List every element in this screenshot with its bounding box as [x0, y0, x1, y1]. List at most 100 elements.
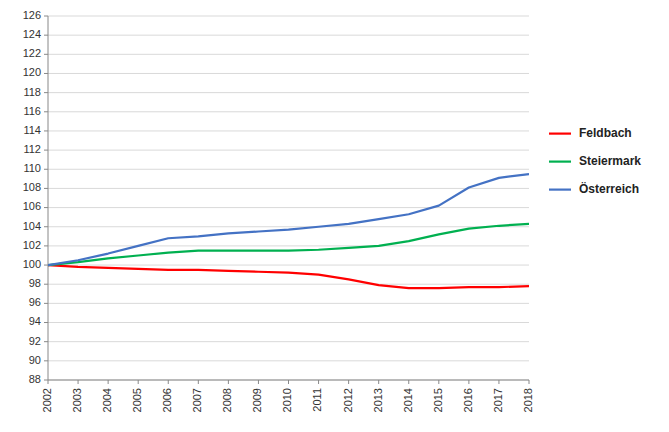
y-tick-label: 100	[23, 258, 41, 270]
y-tick	[44, 130, 48, 131]
y-tick-label: 98	[29, 277, 41, 289]
y-tick-label: 90	[29, 354, 41, 366]
y-tick-label: 116	[23, 105, 41, 117]
x-tick	[258, 380, 259, 384]
grid-line	[48, 92, 529, 93]
y-tick	[44, 169, 48, 170]
grid	[48, 16, 529, 380]
y-tick	[44, 360, 48, 361]
x-tick	[529, 380, 530, 384]
x-tick-label: 2018	[522, 388, 534, 412]
y-tick-label: 96	[29, 296, 41, 308]
y-tick-label: 120	[23, 66, 41, 78]
y-tick	[44, 35, 48, 36]
y-tick-label: 102	[23, 239, 41, 251]
grid-line	[48, 169, 529, 170]
y-tick-label: 110	[23, 162, 41, 174]
x-tick-label: 2006	[161, 388, 173, 412]
y-tick-label: 104	[23, 220, 41, 232]
y-tick-label: 124	[23, 28, 41, 40]
y-tick-label: 122	[23, 47, 41, 59]
legend-swatch	[549, 133, 571, 135]
legend-label: Steiermark	[579, 154, 641, 168]
y-tick-label: 112	[23, 143, 41, 155]
y-tick	[44, 265, 48, 266]
x-tick	[138, 380, 139, 384]
y-tick	[44, 226, 48, 227]
y-tick	[44, 188, 48, 189]
grid-line	[48, 341, 529, 342]
x-tick	[108, 380, 109, 384]
grid-line	[48, 380, 529, 381]
grid-line	[48, 303, 529, 304]
y-tick-label: 114	[23, 124, 41, 136]
x-tick	[228, 380, 229, 384]
legend-label: Feldbach	[579, 126, 632, 140]
x-tick	[198, 380, 199, 384]
y-tick-label: 106	[23, 200, 41, 212]
grid-line	[48, 130, 529, 131]
y-tick-label: 92	[29, 335, 41, 347]
legend-label: Österreich	[579, 181, 639, 196]
y-axis-line	[48, 16, 49, 380]
axes: 8890929496981001021041061081101121141161…	[23, 9, 534, 413]
y-tick-label: 108	[23, 181, 41, 193]
x-tick	[468, 380, 469, 384]
y-tick-label: 126	[23, 9, 41, 21]
grid-line	[48, 54, 529, 55]
x-tick	[318, 380, 319, 384]
grid-line	[48, 35, 529, 36]
chart-svg: 8890929496981001021041061081101121141161…	[0, 0, 669, 432]
y-tick	[44, 207, 48, 208]
x-tick-label: 2007	[191, 388, 203, 412]
grid-line	[48, 322, 529, 323]
x-tick-label: 2014	[402, 388, 414, 412]
grid-line	[48, 73, 529, 74]
x-tick	[48, 380, 49, 384]
y-tick	[44, 245, 48, 246]
y-tick	[44, 73, 48, 74]
x-tick-label: 2003	[71, 388, 83, 412]
x-tick-label: 2009	[251, 388, 263, 412]
grid-line	[48, 245, 529, 246]
x-tick	[438, 380, 439, 384]
grid-line	[48, 284, 529, 285]
y-tick	[44, 341, 48, 342]
x-tick-label: 2017	[492, 388, 504, 412]
legend-swatch	[549, 161, 571, 163]
x-tick	[168, 380, 169, 384]
grid-line	[48, 111, 529, 112]
y-tick-label: 118	[23, 86, 41, 98]
grid-line	[48, 188, 529, 189]
x-tick-label: 2002	[41, 388, 53, 412]
y-tick	[44, 303, 48, 304]
x-tick	[78, 380, 79, 384]
y-tick	[44, 150, 48, 151]
x-tick	[378, 380, 379, 384]
x-tick	[408, 380, 409, 384]
series-group	[48, 174, 529, 288]
x-tick	[498, 380, 499, 384]
x-tick	[288, 380, 289, 384]
x-tick-label: 2008	[221, 388, 233, 412]
x-tick-label: 2015	[432, 388, 444, 412]
chart-container: 8890929496981001021041061081101121141161…	[0, 0, 669, 432]
y-tick	[44, 111, 48, 112]
grid-line	[48, 207, 529, 208]
x-tick-label: 2013	[372, 388, 384, 412]
y-tick	[44, 380, 48, 381]
series-line	[48, 265, 529, 288]
grid-line	[48, 16, 529, 17]
y-tick	[44, 284, 48, 285]
grid-line	[48, 265, 529, 266]
series-line	[48, 174, 529, 265]
grid-line	[48, 150, 529, 151]
x-tick-label: 2010	[281, 388, 293, 412]
legend: Feldbach Steiermark Österreich	[549, 126, 641, 196]
y-tick-label: 94	[29, 315, 41, 327]
x-tick-label: 2005	[131, 388, 143, 412]
x-tick-label: 2004	[101, 388, 113, 412]
y-tick	[44, 16, 48, 17]
x-tick-label: 2016	[462, 388, 474, 412]
x-tick-label: 2012	[342, 388, 354, 412]
